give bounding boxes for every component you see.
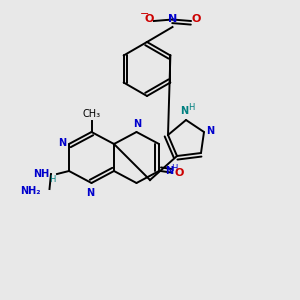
Text: N: N [180, 106, 189, 116]
Text: CH₃: CH₃ [82, 109, 100, 119]
Text: H: H [171, 164, 177, 173]
Text: N: N [133, 119, 142, 129]
Text: O: O [191, 14, 201, 25]
Text: H: H [49, 176, 56, 184]
Text: O: O [174, 167, 183, 178]
Text: N: N [206, 126, 214, 136]
Text: O: O [144, 14, 154, 25]
Text: N: N [86, 188, 94, 197]
Text: NH: NH [33, 169, 50, 179]
Text: N: N [165, 166, 173, 176]
Text: N: N [168, 14, 177, 24]
Text: NH₂: NH₂ [20, 185, 40, 196]
Text: H: H [188, 103, 195, 112]
Text: N: N [58, 138, 67, 148]
Text: −: − [140, 9, 150, 20]
